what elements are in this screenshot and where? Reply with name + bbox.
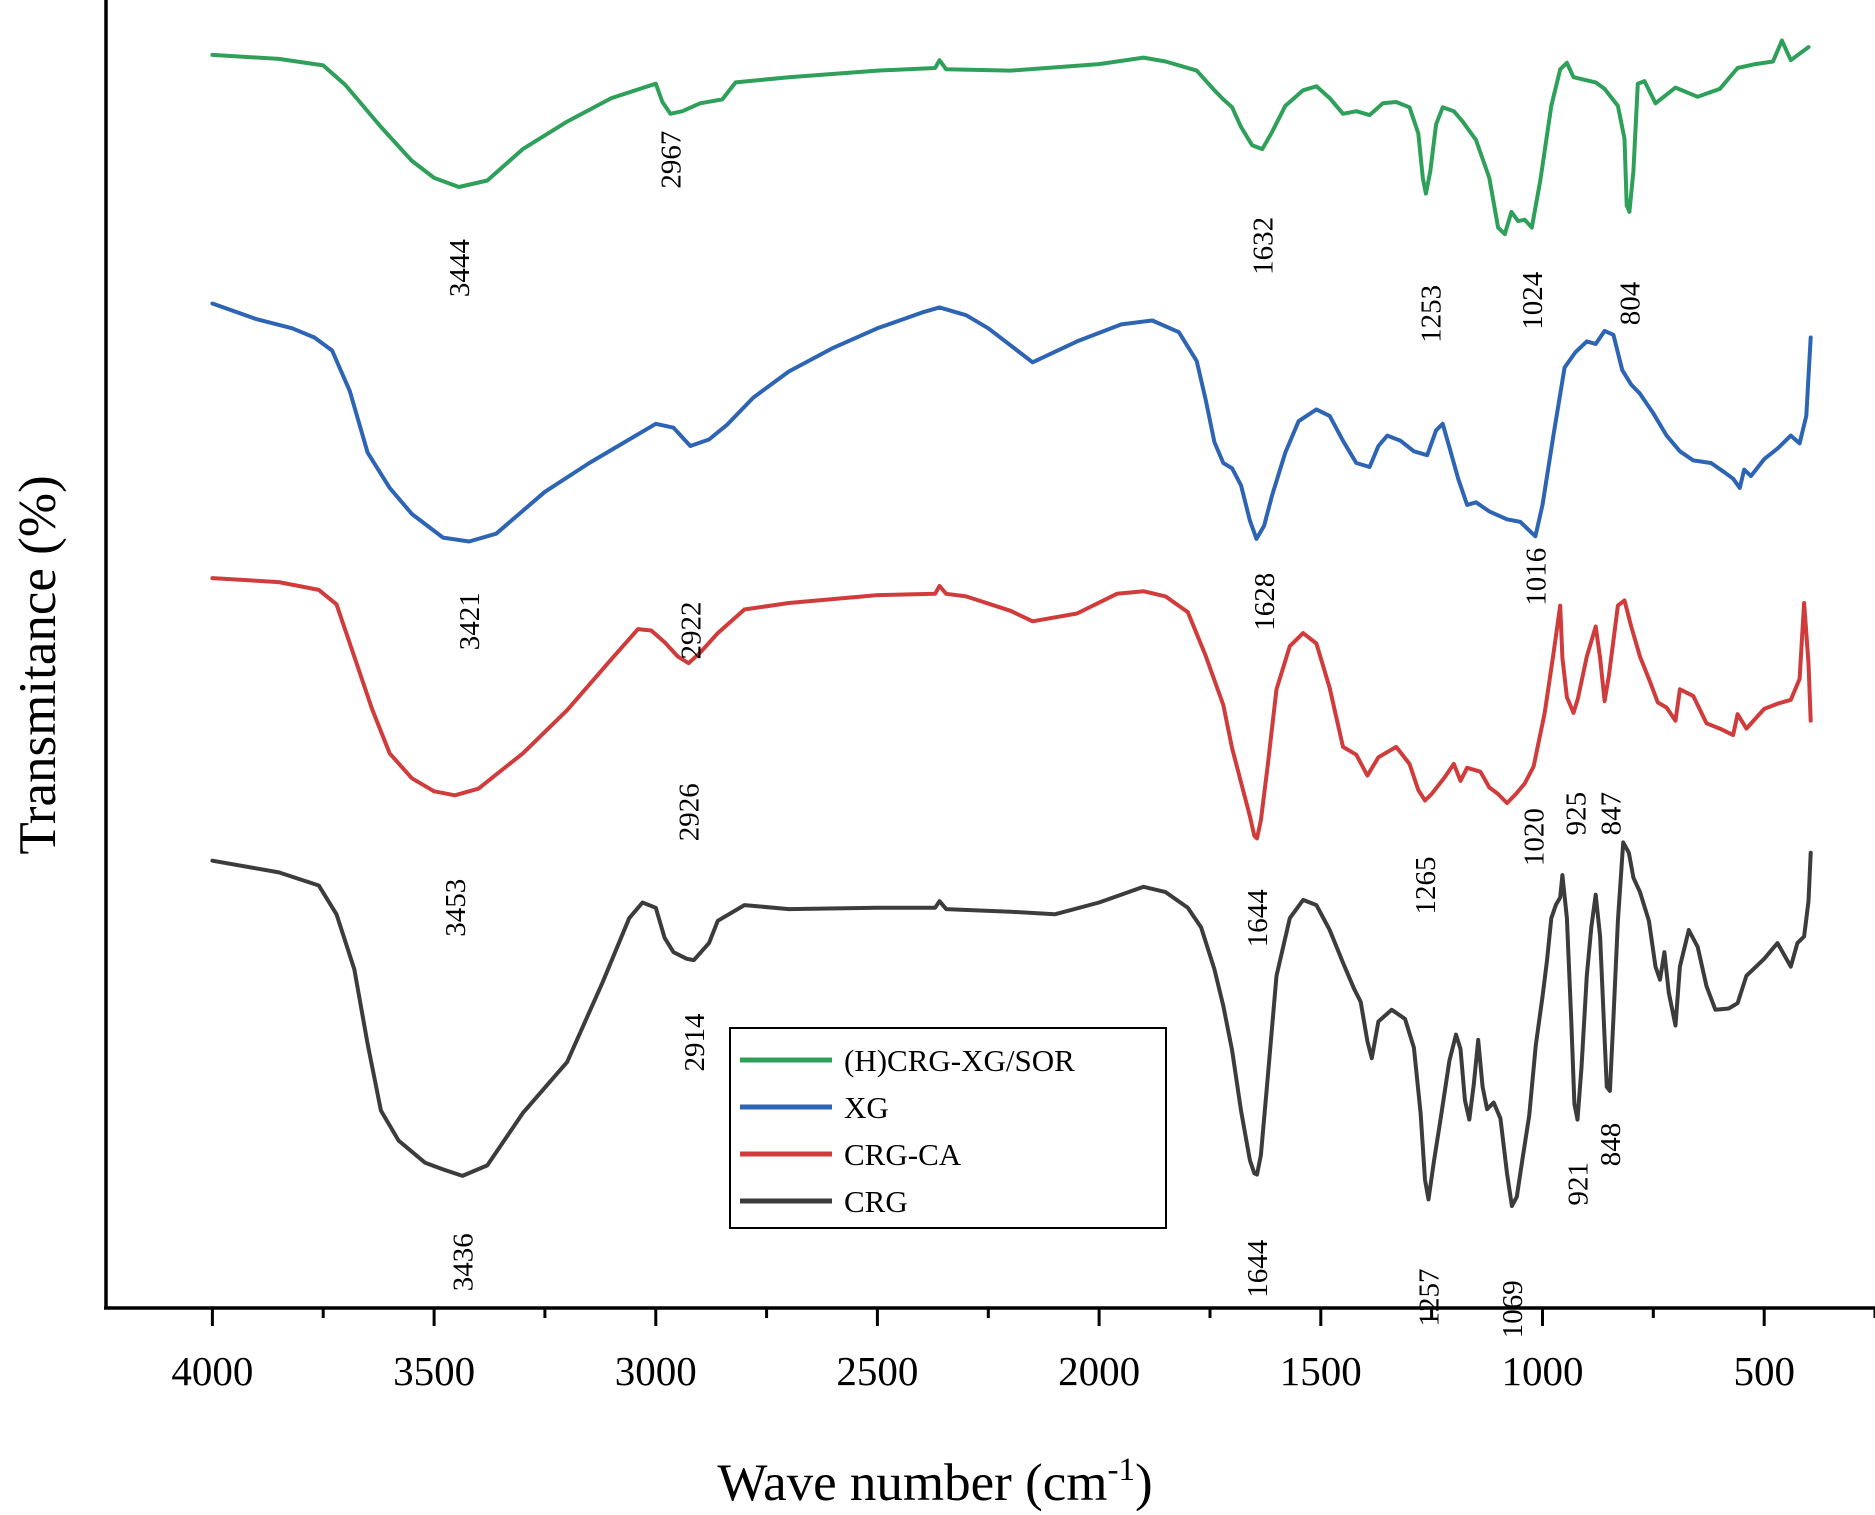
y-axis-title: Transmitance (%) [9,475,67,854]
peak-label: 1644 [1242,1239,1274,1298]
peak-label: 3421 [454,592,486,650]
peak-label: 1265 [1410,857,1442,915]
peak-label: 848 [1595,1123,1627,1167]
x-axis-title-suffix: ) [1135,1454,1153,1512]
peak-label: 3436 [448,1233,480,1291]
x-tick-label: 3500 [393,1348,475,1394]
peak-label: 1024 [1517,271,1549,330]
peak-label: 1644 [1242,889,1274,948]
peak-label: 1020 [1519,808,1551,866]
x-tick-layer: 4000 3500 3000 2500 2000 1500 1000 500 [171,1308,1875,1394]
x-tick-label: 4000 [171,1348,253,1394]
peak-label: 1628 [1249,573,1281,631]
x-tick-label: 3000 [615,1348,697,1394]
peak-label: 2914 [679,1013,711,1072]
x-tick-label: 1500 [1280,1348,1362,1394]
x-axis-title-main: Wave number (cm [717,1454,1107,1512]
legend: (H)CRG-XG/SOR XG CRG-CA CRG [729,1027,1167,1229]
series-line-2 [210,576,1813,841]
peak-label: 3453 [440,879,472,937]
x-tick-label: 1000 [1502,1348,1584,1394]
legend-label: XG [844,1090,889,1125]
peak-label: 3444 [444,239,476,298]
peak-label: 1632 [1247,217,1279,275]
peak-label: 2926 [674,783,706,841]
x-tick-label: 2000 [1058,1348,1140,1394]
peak-label: 2922 [675,602,707,660]
x-axis-title: Wave number (cm-1) [717,1452,1152,1512]
peak-label: 847 [1595,792,1627,836]
peak-label: 2967 [655,131,687,189]
x-tick-label: 2500 [836,1348,918,1394]
peak-label: 1253 [1415,285,1447,343]
series-line-1 [210,301,1813,544]
series-line-0 [210,38,1811,237]
legend-label: CRG [844,1184,908,1219]
peak-label: 1257 [1414,1269,1446,1327]
peak-label: 1016 [1520,548,1552,606]
legend-label: (H)CRG-XG/SOR [844,1043,1075,1078]
x-axis-title-superscript: -1 [1107,1452,1135,1488]
peak-label: 804 [1614,281,1646,325]
peak-label: 921 [1563,1162,1595,1206]
legend-label: CRG-CA [844,1137,962,1172]
x-tick-label: 500 [1733,1348,1795,1394]
series-line-3 [210,840,1813,1208]
peak-label-layer: 3444 2967 1632 1253 1024 804 3421 2922 1628 1016 3… [440,131,1647,1339]
series-layer [210,38,1813,1208]
peak-label: 925 [1561,792,1593,836]
